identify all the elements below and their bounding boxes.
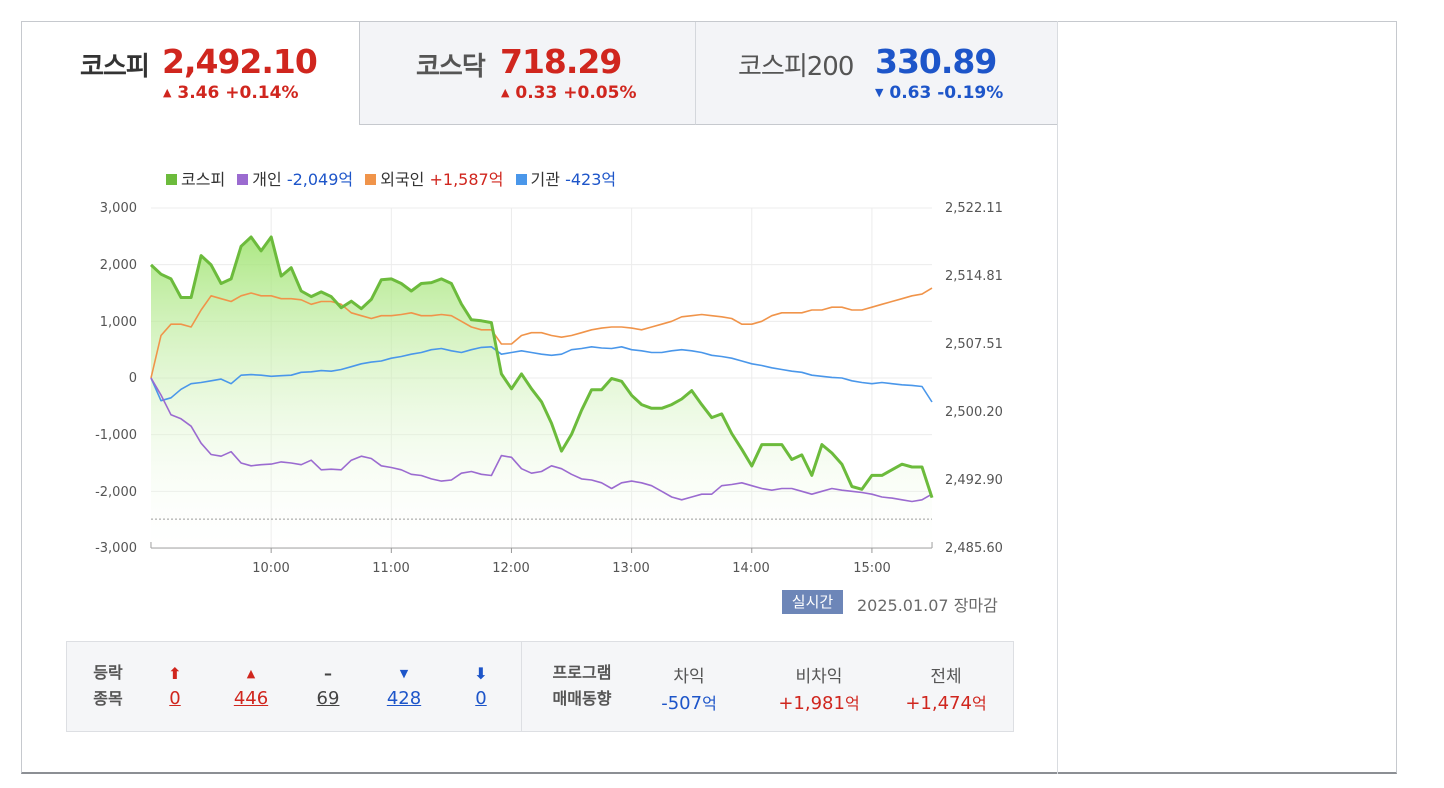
fall-triangle-icon: ▼	[399, 667, 409, 680]
legend-item-kospi: 코스피	[166, 166, 225, 190]
total-header: 전체	[930, 667, 962, 687]
y-left-tick: 0	[128, 371, 137, 386]
legend-item-foreign: 외국인 +1,587억	[365, 166, 503, 190]
realtime-button[interactable]: 실시간	[782, 590, 843, 614]
y-right-tick: 2,485.60	[945, 541, 1003, 556]
rise-triangle-icon: ▲	[246, 667, 256, 680]
up-triangle-icon: ▲	[501, 86, 510, 99]
date-status: 2025.01.07 장마감	[857, 596, 998, 615]
tab-kospi-name: 코스피	[80, 52, 150, 82]
y-left-tick: -3,000	[95, 541, 137, 556]
tab-kospi200-value: 330.89	[875, 42, 997, 81]
x-tick: 12:00	[492, 561, 530, 576]
legend-swatch-institution	[515, 174, 527, 185]
upper-limit-count-link[interactable]: 0	[169, 688, 181, 709]
lower-limit-count-link[interactable]: 0	[475, 688, 487, 709]
total-value: +1,474억	[905, 693, 987, 714]
tab-kospi200-name: 코스피200	[738, 52, 854, 82]
y-right-tick: 2,500.20	[945, 405, 1003, 420]
arbitrage-header: 차익	[673, 667, 705, 687]
legend-swatch-foreign	[365, 174, 377, 185]
up-triangle-icon: ▲	[163, 86, 172, 99]
x-tick: 15:00	[853, 561, 891, 576]
legend-item-individual: 개인 -2,049억	[237, 166, 353, 190]
tab-kospi[interactable]: 코스피 2,492.10 ▲ 3.46 +0.14%	[22, 22, 360, 125]
upper-limit-arrow-icon: ⬆	[168, 664, 182, 683]
bottom-panel-divider	[521, 641, 522, 732]
tab-kospi-value: 2,492.10	[162, 42, 318, 81]
side-divider	[1057, 21, 1058, 774]
down-triangle-icon: ▼	[875, 86, 884, 99]
tab-kosdaq-value: 718.29	[500, 42, 622, 81]
arbitrage-value: -507억	[661, 693, 717, 714]
tab-kosdaq-change: ▲ 0.33 +0.05%	[501, 83, 637, 103]
tab-kosdaq-name: 코스닥	[416, 52, 486, 82]
x-tick: 11:00	[372, 561, 410, 576]
unchanged-dash-icon: –	[324, 664, 332, 683]
non-arbitrage-value: +1,981억	[778, 693, 860, 714]
legend-item-institution: 기관 -423억	[515, 166, 616, 190]
legend-swatch-individual	[237, 174, 249, 185]
y-left-tick: -1,000	[95, 428, 137, 443]
y-right-tick: 2,522.11	[945, 201, 1003, 216]
y-right-tick: 2,492.90	[945, 473, 1003, 488]
rise-count-link[interactable]: 446	[233, 688, 269, 709]
y-left-tick: -2,000	[95, 485, 137, 500]
tab-kosdaq[interactable]: 코스닥 718.29 ▲ 0.33 +0.05%	[360, 22, 696, 125]
legend-swatch-kospi	[166, 174, 177, 185]
fall-count-link[interactable]: 428	[386, 688, 422, 709]
y-left-tick: 3,000	[99, 201, 137, 216]
unchanged-count-link[interactable]: 69	[316, 688, 340, 709]
chart-legend: 코스피 개인 -2,049억 외국인 +1,587억 기관 -423억	[166, 166, 623, 190]
y-right-tick: 2,514.81	[945, 269, 1003, 284]
non-arbitrage-header: 비차익	[795, 667, 843, 687]
tab-kospi-change: ▲ 3.46 +0.14%	[163, 83, 299, 103]
x-tick: 10:00	[252, 561, 290, 576]
x-tick: 14:00	[732, 561, 770, 576]
lower-limit-arrow-icon: ⬇	[474, 664, 488, 683]
market-breadth-panel	[66, 641, 1014, 732]
y-left-tick: 1,000	[99, 315, 137, 330]
y-right-tick: 2,507.51	[945, 337, 1003, 352]
y-left-tick: 2,000	[99, 258, 137, 273]
tab-kospi200-change: ▼ 0.63 -0.19%	[875, 83, 1004, 103]
program-trading-label: 프로그램 매매동향	[552, 663, 612, 708]
tab-kospi200[interactable]: 코스피200 330.89 ▼ 0.63 -0.19%	[696, 22, 1057, 125]
x-tick: 13:00	[612, 561, 650, 576]
breadth-label: 등락 종목	[93, 663, 123, 708]
